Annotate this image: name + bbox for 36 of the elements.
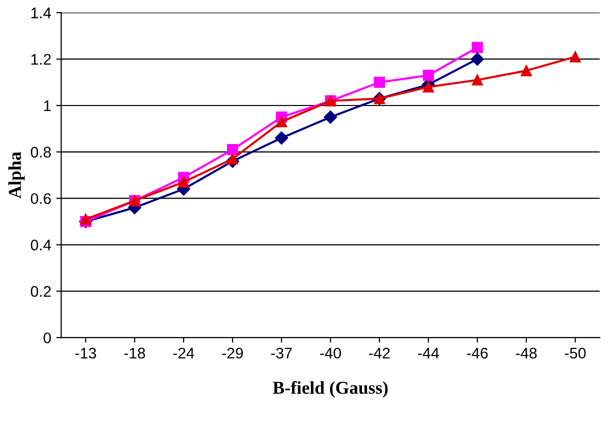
x-tick-label: -37 xyxy=(271,348,292,359)
point xyxy=(276,116,288,128)
x-tick-label: -44 xyxy=(418,348,439,358)
x-tick-label: -18 xyxy=(124,348,146,359)
x-tick-label: -46 xyxy=(467,348,488,359)
point xyxy=(570,51,581,62)
y-tick-label: 1.4 xyxy=(31,8,52,18)
x-axis-title: B-field (Gauss) xyxy=(272,381,388,398)
point xyxy=(472,42,483,54)
x-tick-label: -13 xyxy=(75,348,96,359)
x-tick-label: -40 xyxy=(320,348,341,359)
y-tick-label: 0.8 xyxy=(30,146,51,158)
point xyxy=(80,214,92,225)
point xyxy=(520,65,532,76)
x-tick-label: -29 xyxy=(222,348,243,359)
point xyxy=(324,110,338,124)
y-tick-label: 0.6 xyxy=(30,193,51,204)
x-tick-label: -48 xyxy=(516,348,537,359)
x-tick-label: -24 xyxy=(173,348,194,358)
point xyxy=(227,144,238,156)
point xyxy=(422,81,434,92)
x-tick-label: -50 xyxy=(564,348,586,359)
x-tick-label: -42 xyxy=(369,348,390,358)
y-tick-label: 1 xyxy=(44,100,51,112)
y-tick-label: 1.2 xyxy=(31,54,51,65)
y-tick-label: 0 xyxy=(44,332,51,344)
point xyxy=(374,76,385,88)
y-axis-title: Alpha xyxy=(8,152,25,199)
point xyxy=(227,153,238,164)
point xyxy=(472,74,483,86)
y-tick-label: 0.2 xyxy=(30,286,51,297)
point xyxy=(178,176,190,188)
point xyxy=(274,131,288,145)
point xyxy=(470,52,484,66)
y-tick-label: 0.4 xyxy=(30,240,52,250)
point xyxy=(422,70,434,81)
